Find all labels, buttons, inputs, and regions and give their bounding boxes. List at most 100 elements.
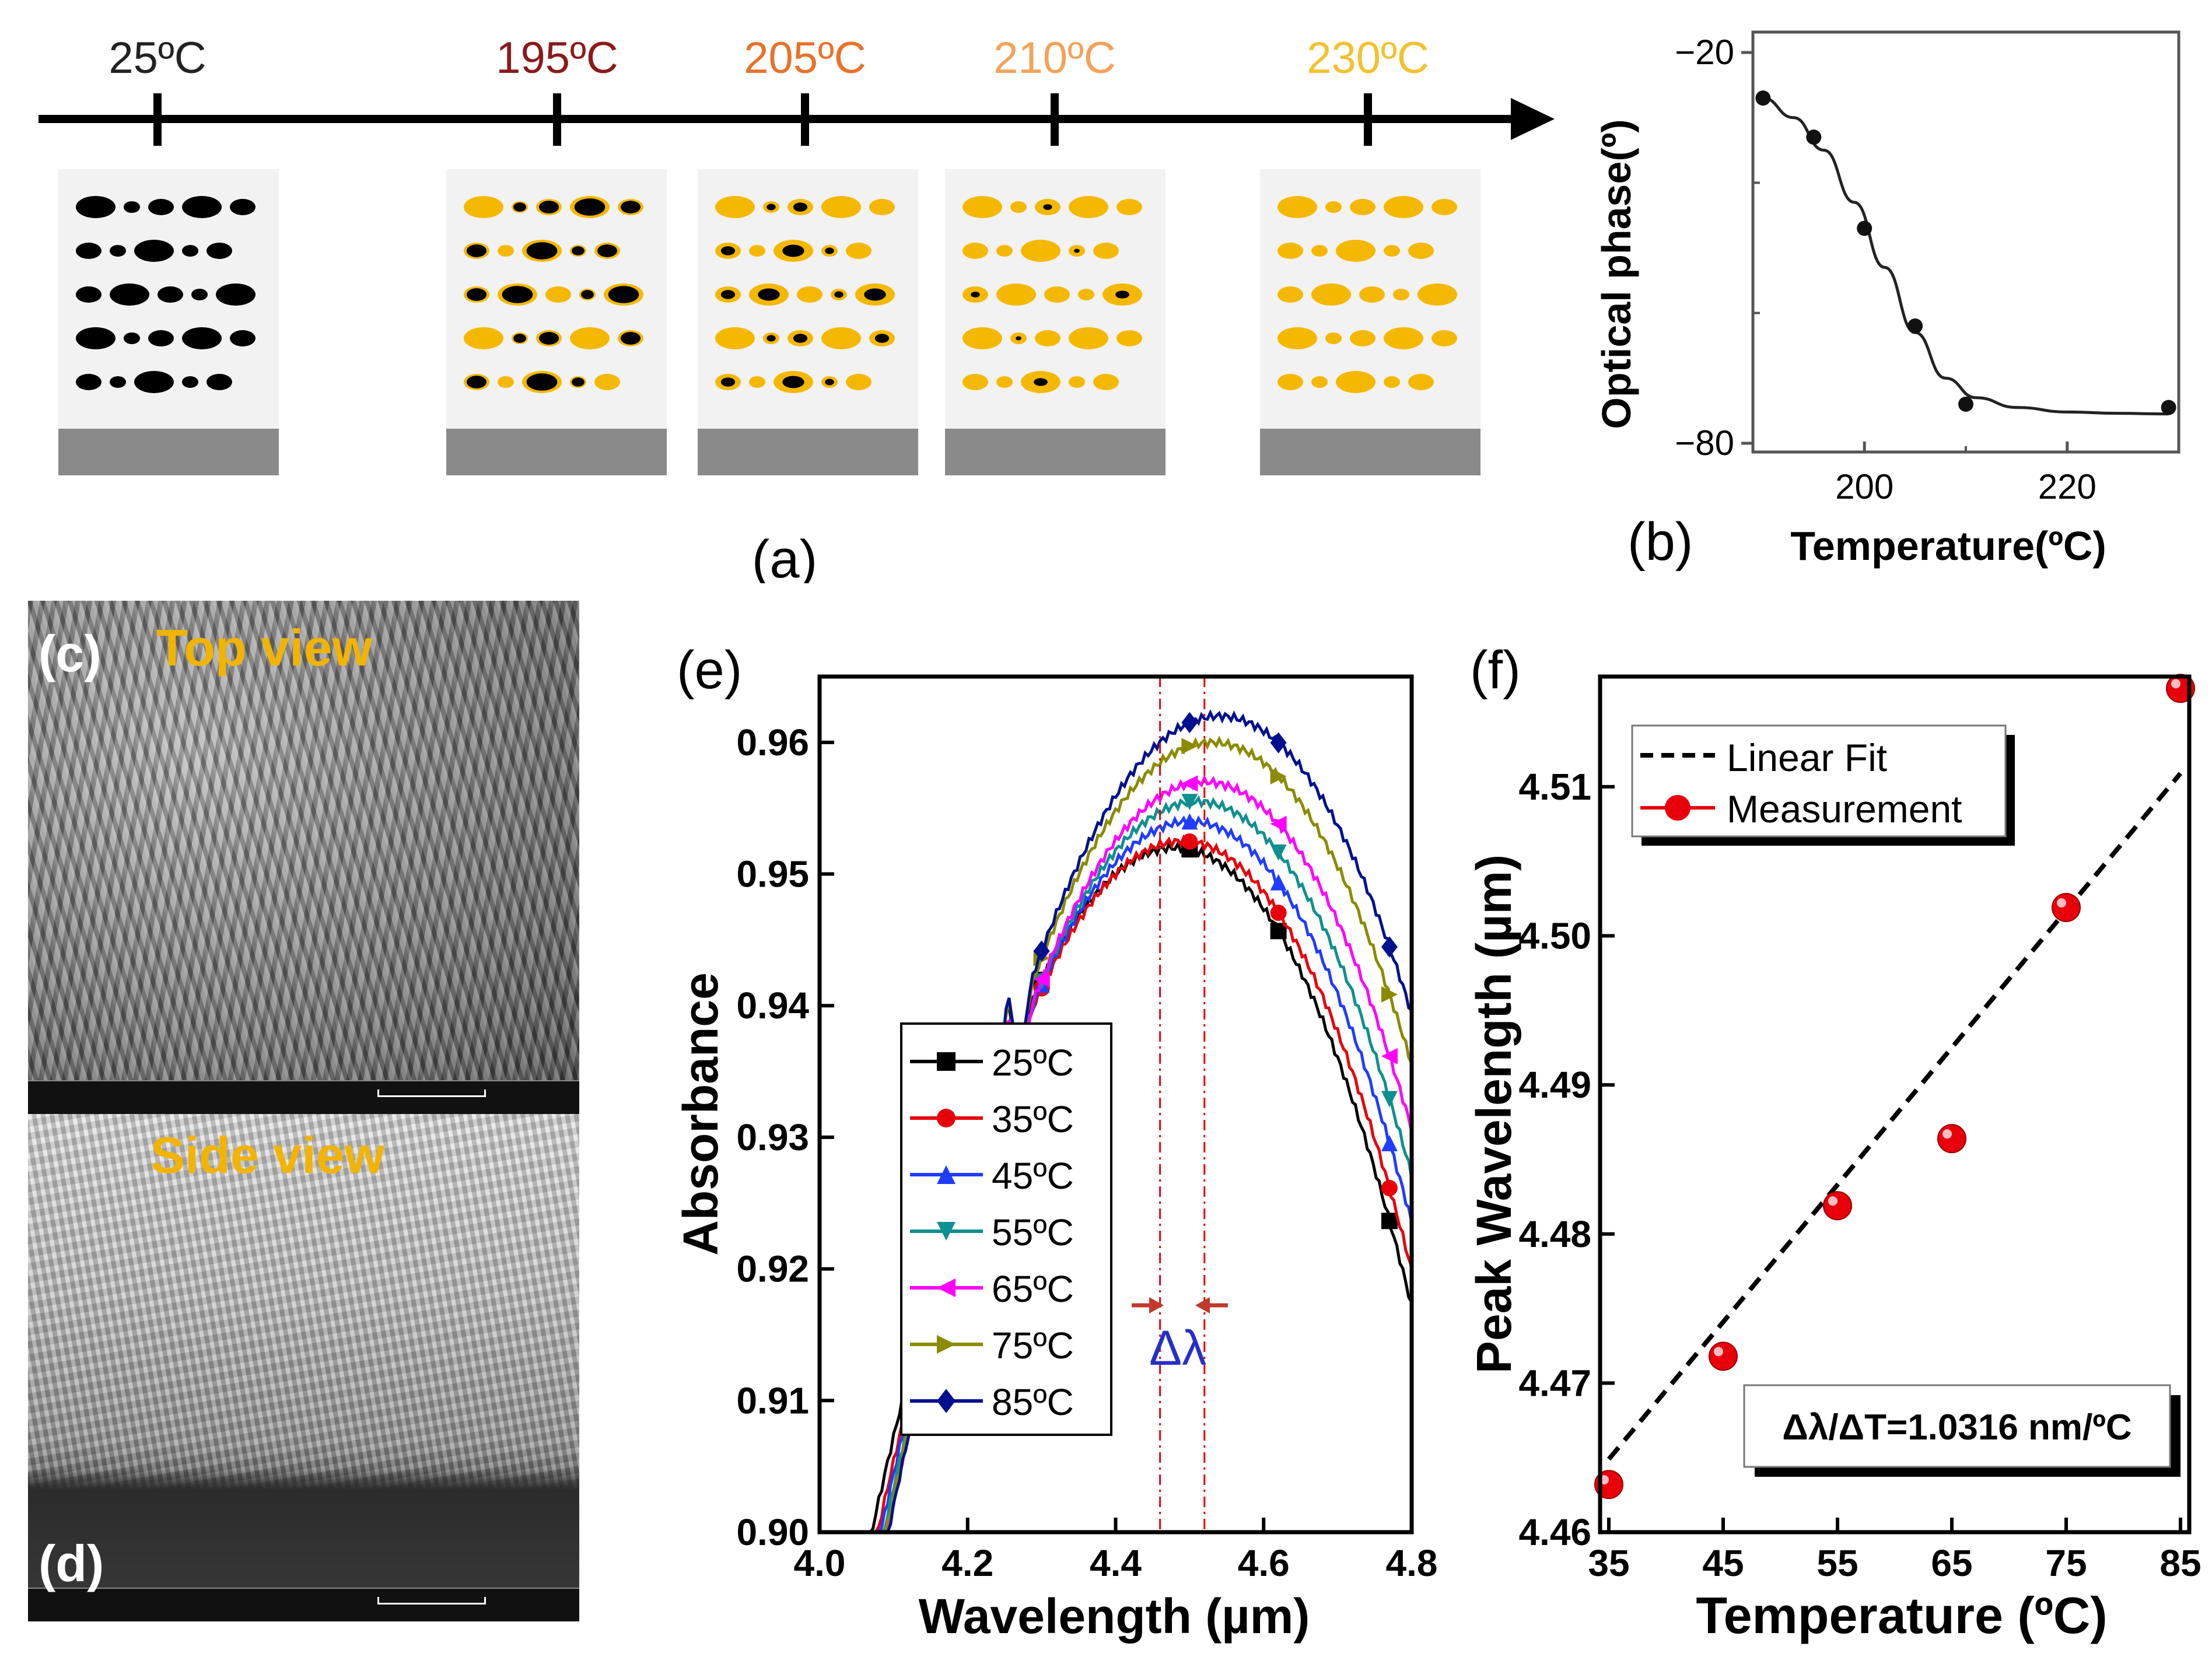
y-tick-label: 0.92 <box>736 1248 809 1290</box>
data-point <box>1806 129 1822 145</box>
series-marker <box>1270 732 1287 754</box>
y-tick-label: 0.93 <box>736 1116 809 1158</box>
series-marker <box>1181 813 1198 830</box>
x-tick-label: 35 <box>1588 1542 1629 1584</box>
temperature-label: 210ºC <box>993 33 1115 83</box>
substrate <box>698 429 918 475</box>
y-tick-label: 4.50 <box>1518 915 1591 957</box>
x-tick-label: 75 <box>2045 1542 2087 1584</box>
series-marker <box>1270 844 1287 861</box>
top-view-title: Top view <box>156 619 372 677</box>
sem-side-view-image: Side view (d) <box>28 1114 579 1621</box>
particle-box <box>58 169 279 475</box>
legend-linear-fit: Linear Fit <box>1727 736 1887 779</box>
series-marker <box>1033 940 1050 962</box>
y-tick-label: 0.90 <box>736 1511 809 1553</box>
panel-a-schematic: 25ºC 195ºC 205ºC 210ºC 230ºC (a) <box>38 33 1555 583</box>
legend-entry: 85ºC <box>992 1381 1074 1423</box>
x-tick-label: 4.8 <box>1386 1542 1438 1584</box>
panel-f-chart: (f) 35 45 55 65 75 85 4.46 4.47 4.48 4.49 4.50 4.51… <box>1466 640 2202 1644</box>
y-tick-label: 4.49 <box>1518 1064 1591 1106</box>
panel-d-label: (d) <box>38 1535 104 1592</box>
x-tick-label: 220 <box>2038 467 2096 506</box>
series-marker <box>1181 833 1198 850</box>
y-tick-label: −80 <box>1675 423 1734 463</box>
series-marker <box>1033 971 1050 988</box>
x-tick-label: 55 <box>1817 1542 1858 1584</box>
timeline-arrowhead <box>1511 98 1555 140</box>
y-axis-label: Absorbance <box>673 972 728 1255</box>
series-marker <box>937 1222 956 1241</box>
legend-entry: 75ºC <box>992 1325 1074 1367</box>
data-point <box>1857 220 1873 236</box>
x-axis-label: Wavelength (µm) <box>919 1589 1310 1644</box>
sem-info-bar <box>28 1588 579 1621</box>
y-tick-label: −20 <box>1675 33 1734 72</box>
x-tick-label: 4.4 <box>1090 1542 1142 1584</box>
panel-c-label: (c) <box>38 625 102 682</box>
series-marker <box>1270 904 1287 921</box>
series-marker <box>937 1278 956 1297</box>
x-axis-label: Temperature (ºC) <box>1696 1586 2107 1644</box>
temperature-label: 205ºC <box>744 33 866 83</box>
legend-entry: 25ºC <box>992 1042 1074 1084</box>
series-marker <box>937 1109 956 1127</box>
substrate <box>446 429 667 475</box>
y-tick-label: 4.47 <box>1518 1362 1591 1404</box>
measurement-point <box>1937 1124 1966 1154</box>
temperature-label: 195ºC <box>496 33 618 83</box>
series-marker <box>1181 775 1198 792</box>
data-point <box>1908 318 1923 334</box>
data-point <box>2161 400 2176 415</box>
panel-b-chart: 200 220 −20 −80 Optical phase(º) Temperatur… <box>1594 30 2180 572</box>
series-marker <box>1181 738 1198 755</box>
particle-box <box>446 169 667 475</box>
series-marker <box>937 1165 956 1184</box>
plot-frame <box>817 674 1414 1535</box>
plot-frame <box>1751 30 2180 454</box>
legend-measurement: Measurement <box>1727 787 1962 831</box>
delta-lambda-label: Δλ <box>1149 1320 1206 1375</box>
x-tick-label: 85 <box>2160 1542 2201 1584</box>
x-tick-label: 65 <box>1931 1542 1972 1584</box>
particle-box <box>698 169 918 475</box>
fit-curve <box>1763 96 2169 416</box>
y-tick-label: 0.91 <box>736 1379 809 1421</box>
series-marker <box>1381 936 1398 958</box>
series-marker <box>937 1335 956 1354</box>
data-point <box>1958 397 1973 412</box>
substrate <box>1260 429 1480 475</box>
temperature-label: 25ºC <box>108 33 206 83</box>
panel-a-label: (a) <box>752 530 817 583</box>
series-marker <box>1270 874 1287 891</box>
series-marker <box>1381 986 1398 1003</box>
y-tick-label: 4.51 <box>1518 766 1591 808</box>
y-tick-label: 4.48 <box>1518 1213 1591 1255</box>
scale-bar <box>377 1597 486 1605</box>
substrate <box>945 429 1166 475</box>
y-axis-label: Optical phase(º) <box>1594 119 1639 429</box>
x-tick-label: 4.6 <box>1238 1542 1290 1584</box>
linear-fit-line <box>1606 772 2183 1461</box>
series-marker <box>937 1389 956 1413</box>
slope-annotation-box: Δλ/ΔT=1.0316 nm/ºC <box>1743 1384 2180 1477</box>
series-marker <box>1181 712 1198 734</box>
sem-top-view-image: (c) Top view <box>28 601 579 1114</box>
series-marker <box>1181 794 1198 811</box>
measurement-point <box>1823 1191 1852 1221</box>
x-tick-label: 45 <box>1702 1542 1744 1584</box>
y-tick-label: 0.96 <box>736 721 809 763</box>
series-marker <box>1381 1213 1398 1229</box>
slope-annotation: Δλ/ΔT=1.0316 nm/ºC <box>1782 1407 2132 1448</box>
plot-frame <box>1598 674 2192 1535</box>
sem-info-bar <box>28 1080 579 1114</box>
side-view-title: Side view <box>150 1126 385 1184</box>
x-axis-label: Temperature(ºC) <box>1790 523 2106 569</box>
panel-f-label: (f) <box>1470 640 1521 700</box>
legend: Linear Fit Measurement <box>1631 724 2015 846</box>
data-point <box>1755 90 1771 106</box>
legend-entry: 45ºC <box>992 1155 1074 1197</box>
series-marker <box>1270 768 1287 785</box>
delta-lambda-marker <box>1132 1297 1228 1313</box>
y-axis-label: Peak Wavelength (µm) <box>1466 854 1521 1374</box>
